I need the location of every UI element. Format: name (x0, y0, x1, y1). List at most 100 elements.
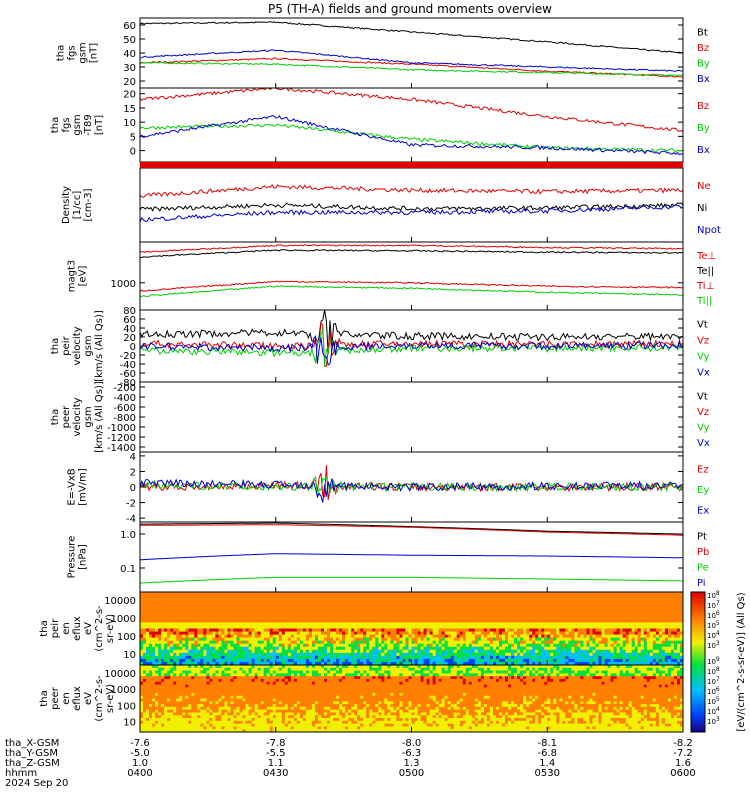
panel-ylabel: Pressure[nPa] (67, 536, 89, 579)
ylabel-line: [eV] (78, 266, 89, 287)
panel-peer-velocity: thapeervelocitygsm[km/s (All Qs)] -200-40… (50, 381, 710, 454)
y-tick-label: 60 (123, 21, 136, 32)
colorbar-label: [eV/(cm^2-s-sr-eV)] (All Qs) (736, 592, 747, 731)
xaxis-row-label: 2024 Sep 20 (5, 778, 68, 789)
y-tick-label: 5 (130, 132, 136, 143)
ylabel-line: -T89 (83, 114, 94, 136)
legend-Ni: Ni (697, 203, 707, 214)
y-tick-label: -60 (120, 369, 136, 380)
xaxis-value: -5.0 (130, 748, 150, 759)
ylabel-line: en (61, 692, 72, 705)
y-tick-label: 50 (123, 35, 136, 46)
legend-Ti⊥: Ti⊥ (696, 281, 714, 292)
xaxis-value: 1.0 (132, 758, 148, 769)
colorbar-tick: 103 (707, 716, 720, 726)
y-tick-label: 10000 (104, 596, 136, 607)
y-tick-label: -40 (120, 360, 136, 371)
colorbar-tick: 108 (707, 666, 720, 676)
xaxis-row-label: tha_X-GSM (5, 738, 59, 749)
ylabel-line: peer (61, 405, 72, 429)
series-Te⊥ (139, 244, 684, 253)
ylabel-line: [nT] (89, 43, 100, 63)
xaxis-value: -7.6 (130, 738, 150, 749)
panel-ylabel: thafgsgsm-T89[nT] (50, 114, 105, 136)
y-tick-label: 0 (130, 342, 136, 353)
y-tick-label: -1200 (107, 433, 136, 444)
colorbar-tick: 106 (707, 686, 720, 696)
panel-frame (139, 167, 684, 243)
legend-Ne: Ne (697, 181, 711, 192)
y-tick-label: 40 (123, 324, 136, 335)
y-tick-label: 0 (130, 483, 136, 494)
ylabel-line: (cm^2-s- (94, 675, 105, 722)
legend-Npot: Npot (697, 225, 721, 236)
ylabel-line: eflux (72, 616, 83, 641)
series-Ni (139, 202, 684, 212)
series-Bz (139, 57, 684, 78)
series-Ti⊥ (139, 280, 684, 292)
y-tick-label: 10000 (104, 669, 136, 680)
legend-Bx: Bx (697, 74, 710, 85)
series-Ti|| (139, 285, 684, 298)
series-By (139, 61, 684, 77)
colorbar-tick: 109 (707, 656, 720, 666)
panel-ylabel: thafgsgsm[nT] (56, 42, 100, 63)
series-Bz (139, 87, 684, 133)
colorbar-tick: 104 (707, 630, 720, 640)
colorbar-tick: 107 (707, 600, 720, 610)
legend-Bx: Bx (697, 145, 710, 156)
series-Pi (139, 553, 683, 561)
y-tick-label: 100 (117, 701, 136, 712)
legend-Pe: Pe (697, 562, 709, 573)
panel-ylabel: thapeirenefluxeV(cm^2-s-sr-eV) (39, 605, 116, 652)
legend-Te⊥: Te⊥ (696, 251, 716, 262)
legend-Bz: Bz (697, 101, 709, 112)
xaxis-value: 0400 (127, 768, 152, 779)
legend-Vz: Vz (697, 336, 709, 347)
y-tick-label: 1000 (111, 279, 136, 290)
xaxis-value: -6.8 (537, 748, 557, 759)
y-tick-label: -80 (120, 378, 136, 389)
y-tick-label: 80 (123, 306, 136, 317)
ylabel-line: tha (50, 117, 61, 133)
ylabel-line: tha (50, 409, 61, 425)
legend-Pt: Pt (697, 531, 707, 542)
series-Vy (139, 328, 684, 367)
ylabel-line: peir (61, 335, 72, 355)
ylabel-line: gsm (83, 335, 94, 356)
ylabel-line: tha (50, 338, 61, 354)
ylabel-line: eV (83, 692, 94, 705)
y-tick-label: -1000 (107, 423, 136, 434)
panel-ylabel: thapeirvelocitygsm[km/s (All Qs)] (50, 310, 105, 382)
legend-Vt: Vt (697, 391, 708, 402)
y-tick-label: 2 (130, 467, 136, 478)
xaxis-value: -8.2 (673, 738, 693, 749)
y-tick-label: -2 (126, 499, 136, 510)
y-tick-label: 100 (117, 632, 136, 643)
y-tick-label: 1000 (111, 685, 136, 696)
panel-ylabel: magt3[eV] (67, 260, 89, 293)
ylabel-line: velocity (72, 397, 83, 436)
ylabel-line: [nT] (94, 115, 105, 135)
panel-ylabel: thapeervelocitygsm[km/s (All Qs)] (50, 381, 105, 453)
xaxis-value: 0530 (535, 768, 560, 779)
series-Ey (139, 475, 684, 498)
legend-Bz: Bz (697, 43, 709, 54)
xaxis-value: 1.3 (404, 758, 420, 769)
ylabel-line: [nPa] (78, 544, 89, 570)
xaxis-row-label: hhmm (5, 768, 37, 779)
y-tick-label: 10 (123, 118, 136, 129)
legend-Vz: Vz (697, 407, 709, 418)
ylabel-line: fgs (67, 45, 78, 60)
legend-By: By (697, 123, 710, 134)
panel-peir-spec: thapeirenefluxeV(cm^2-s-sr-eV)1000010001… (39, 591, 684, 666)
series-Bx (139, 114, 684, 156)
ylabel-line: E=-VxB (67, 468, 78, 505)
ylabel-line: [cm-3] (83, 188, 94, 221)
xaxis-row-label: tha_Y-GSM (5, 748, 58, 759)
series-Npot (139, 204, 684, 223)
y-tick-label: 10 (123, 650, 136, 661)
ylabel-line: eV (83, 622, 94, 635)
ylabel-line: [km/s (All Qs)] (94, 381, 105, 453)
panel-density: Density[1/cc][cm-3] Ne Ni Npot (61, 167, 721, 243)
